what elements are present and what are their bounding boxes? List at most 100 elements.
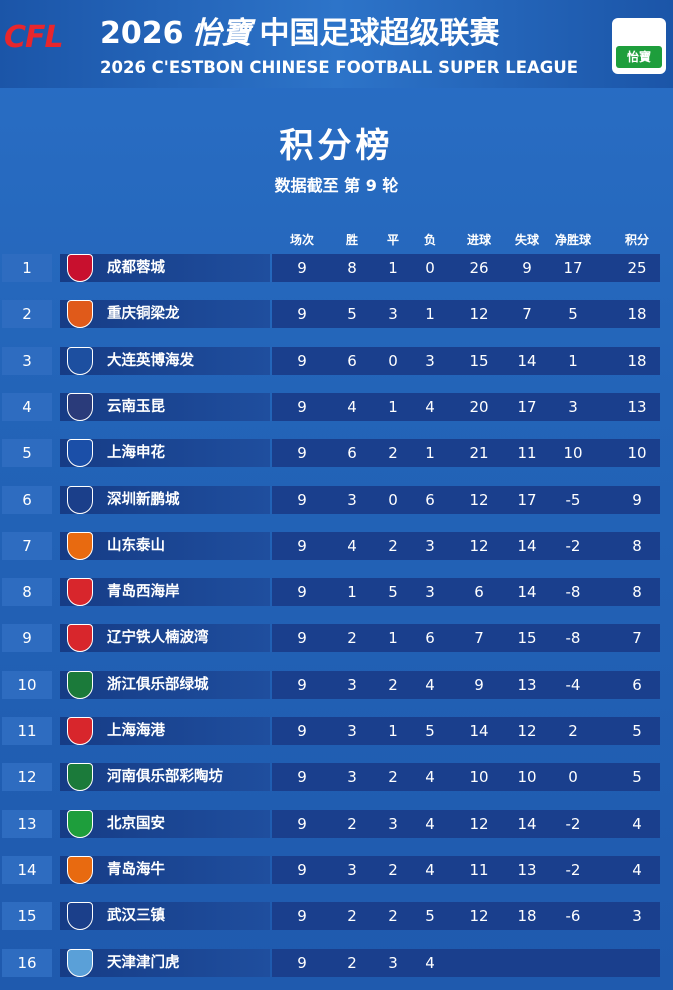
stat-cell: 4 (425, 675, 435, 694)
stat-cell: 15 (469, 351, 489, 370)
table-title: 积分榜 (279, 126, 394, 166)
stat-cell: 5 (632, 768, 642, 787)
header-title: 2026 怡寶 中国足球超级联赛 (100, 8, 500, 52)
stat-cell: 2 (347, 814, 357, 833)
stat-cell: 13 (517, 675, 537, 694)
stat-cell: 6 (474, 583, 484, 602)
stat-cell: 1 (347, 583, 357, 602)
stat-cell: 1 (388, 629, 398, 648)
stat-cell: 2 (347, 629, 357, 648)
stat-cell: 4 (425, 860, 435, 879)
team-name: 云南玉昆 (107, 398, 165, 415)
stat-cell: 7 (632, 629, 642, 648)
stat-cell: 17 (517, 397, 537, 416)
team-cell (60, 855, 270, 884)
column-header: 平 (386, 233, 399, 247)
team-logo (67, 531, 93, 560)
team-cell (60, 763, 270, 792)
stat-cell: 3 (347, 490, 357, 509)
team-name: 辽宁铁人楠波湾 (107, 630, 209, 647)
stats-band (272, 809, 660, 838)
stat-cell: 2 (388, 860, 398, 879)
stat-cell: 15 (517, 629, 537, 648)
stat-cell: 26 (469, 259, 489, 277)
header-band (0, 0, 673, 88)
team-logo (67, 763, 93, 792)
stat-cell: 9 (297, 860, 307, 879)
stat-cell: 14 (517, 583, 537, 602)
team-name: 成都蓉城 (107, 260, 165, 276)
title-year: 2026 (100, 16, 184, 51)
rank-cell: 14 (2, 855, 52, 884)
team-logo (67, 254, 93, 282)
stat-cell: 21 (469, 444, 489, 463)
stat-cell: 3 (425, 583, 435, 602)
team-logo (67, 902, 93, 931)
stat-cell: 6 (425, 629, 435, 648)
stats-band (272, 300, 660, 329)
stat-cell: 2 (347, 907, 357, 926)
stat-cell: 1 (425, 444, 435, 463)
stat-cell: 3 (347, 860, 357, 879)
stat-cell: 13 (517, 860, 537, 879)
stat-cell: 3 (388, 814, 398, 833)
team-logo (67, 670, 93, 699)
stats-band (272, 624, 660, 653)
stat-cell: 2 (388, 675, 398, 694)
stat-cell: 18 (517, 907, 537, 926)
stat-cell: 4 (425, 397, 435, 416)
stat-cell: 11 (517, 444, 537, 463)
stat-cell: 9 (297, 259, 307, 277)
stat-cell: 1 (568, 351, 578, 370)
stat-cell: 10 (517, 768, 537, 787)
cfl-logo: CFL (4, 20, 64, 55)
stat-cell: 0 (425, 259, 435, 277)
stat-cell: 12 (469, 814, 489, 833)
stat-cell: 3 (347, 675, 357, 694)
stat-cell: 6 (347, 351, 357, 370)
stat-cell: 17 (517, 490, 537, 509)
stat-cell: 0 (388, 351, 398, 370)
rank-cell: 6 (2, 485, 52, 514)
stats-band (272, 717, 660, 745)
stat-cell: 2 (388, 907, 398, 926)
team-name: 上海申花 (107, 445, 165, 462)
team-logo (67, 855, 93, 884)
team-name: 青岛西海岸 (107, 584, 180, 601)
stat-cell: 5 (568, 305, 578, 324)
team-cell (60, 578, 270, 607)
team-logo (67, 346, 93, 375)
stat-cell: 6 (425, 490, 435, 509)
stat-cell: 4 (632, 814, 642, 833)
stat-cell: 4 (347, 397, 357, 416)
stats-band (272, 439, 660, 468)
stat-cell: 9 (297, 768, 307, 787)
stat-cell: -4 (565, 675, 581, 694)
stat-cell: -6 (565, 907, 581, 926)
team-name: 青岛海牛 (107, 861, 165, 878)
rank-cell: 11 (2, 717, 52, 745)
stat-cell: 6 (347, 444, 357, 463)
stat-cell: -8 (565, 583, 581, 602)
stats-band (272, 902, 660, 931)
stat-cell: 2 (388, 536, 398, 555)
team-name: 大连英博海发 (107, 352, 194, 369)
team-cell (60, 254, 270, 282)
stat-cell: 9 (297, 629, 307, 648)
stat-cell: 4 (425, 953, 435, 972)
stat-cell: 9 (522, 259, 532, 277)
stat-cell: 5 (632, 722, 642, 740)
stat-cell: 9 (297, 351, 307, 370)
stat-cell: 11 (469, 860, 489, 879)
team-cell (60, 531, 270, 560)
stat-cell: 12 (469, 536, 489, 555)
header-subtitle: 2026 C'ESTBON CHINESE FOOTBALL SUPER LEA… (100, 58, 578, 77)
stat-cell: 1 (388, 259, 398, 277)
team-name: 上海海港 (107, 723, 165, 739)
team-cell (60, 624, 270, 653)
team-name: 浙江俱乐部绿城 (107, 676, 209, 693)
team-cell (60, 670, 270, 699)
stat-cell: 9 (297, 722, 307, 740)
team-name: 山东泰山 (107, 537, 165, 554)
